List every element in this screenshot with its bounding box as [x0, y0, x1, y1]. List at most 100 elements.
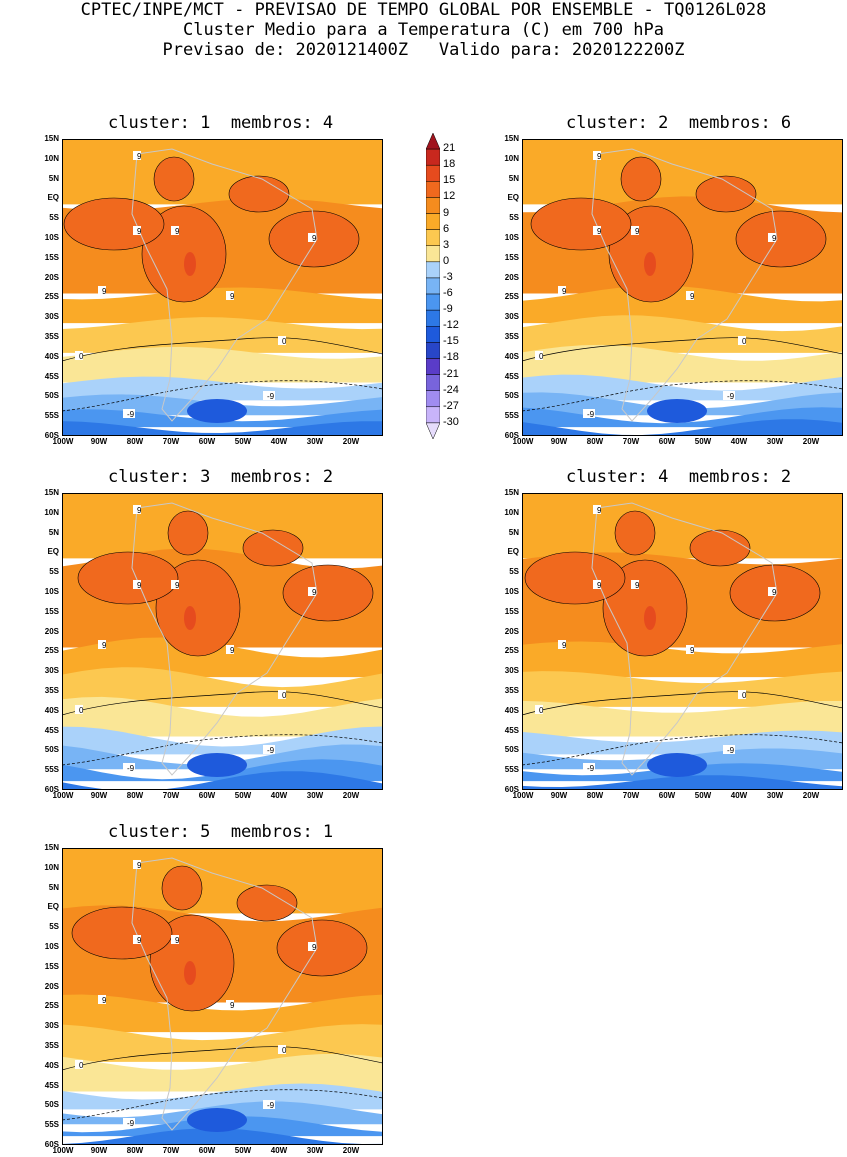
longitude-label: 70W — [162, 1146, 180, 1155]
contour-label: 9 — [593, 505, 602, 515]
latitude-label: 35S — [44, 686, 59, 695]
svg-text:9: 9 — [772, 588, 777, 597]
contour-label: 9 — [98, 286, 107, 296]
contour-label: 9 — [226, 291, 235, 301]
latitude-label: 10N — [44, 862, 59, 872]
longitude-label: 90W — [90, 1146, 108, 1155]
longitude-label: 90W — [90, 437, 108, 446]
map-frame — [522, 139, 843, 436]
longitude-label: 50W — [234, 1146, 252, 1155]
contour-label: -9 — [123, 1118, 135, 1128]
panel-title: cluster: 3 membros: 2 — [108, 467, 334, 487]
latitude-label: 25S — [44, 292, 59, 302]
temperature-band — [62, 317, 383, 353]
colorbar-level-label: -21 — [443, 367, 459, 380]
latitude-label: 5S — [49, 213, 59, 223]
latitude-label: 45S — [44, 725, 59, 735]
contour-label: 9 — [593, 226, 602, 236]
longitude-label: 60W — [198, 1146, 216, 1155]
svg-text:-9: -9 — [127, 1119, 135, 1128]
temperature-map-panel: 9 9 9 9 9 9 0 0 -9 -9 — [62, 493, 383, 790]
svg-text:9: 9 — [175, 227, 180, 236]
temperature-band — [62, 1053, 383, 1092]
longitude-label: 30W — [306, 437, 324, 446]
latitude-label: 15N — [44, 488, 59, 497]
contour-label: 0 — [278, 1045, 287, 1055]
contour-label: 9 — [226, 1000, 235, 1010]
colorbar-level-label: -30 — [443, 415, 459, 428]
panel-title: cluster: 5 membros: 1 — [108, 822, 334, 842]
latitude-label: 20S — [44, 272, 59, 282]
panel-title: cluster: 2 membros: 6 — [566, 113, 792, 133]
contour-label: 0 — [278, 690, 287, 700]
contour-label: 0 — [278, 336, 287, 346]
colorbar-level-label: 18 — [443, 158, 456, 171]
latitude-label: 15N — [504, 488, 519, 497]
contour-label: 9 — [133, 505, 142, 515]
longitude-label: 20W — [802, 437, 820, 446]
longitude-label: 50W — [694, 791, 712, 800]
colorbar-swatch — [426, 309, 440, 327]
svg-text:9: 9 — [635, 581, 640, 590]
contour-label: 9 — [308, 233, 317, 243]
latitude-label: 60S — [504, 785, 519, 794]
latitude-label: 15S — [504, 252, 519, 262]
colorbar-swatch — [426, 342, 440, 359]
longitude-label: 40W — [270, 791, 288, 800]
svg-text:9: 9 — [597, 227, 602, 236]
temperature-map-panel: 9 9 9 9 9 9 0 0 -9 -9 — [62, 139, 383, 436]
temperature-band — [62, 1024, 383, 1062]
contour-line-minus-9 — [522, 380, 843, 412]
longitude-label: 20W — [342, 791, 360, 800]
colorbar-swatch — [426, 390, 440, 408]
latitude-label: 20S — [504, 272, 519, 282]
colorbar-level-label: 3 — [443, 238, 450, 251]
header-line-2: Cluster Medio para a Temperatura (C) em … — [182, 20, 665, 40]
colorbar-level-label: 15 — [443, 174, 456, 187]
latitude-label: 15N — [44, 134, 59, 143]
south-america-outline — [591, 502, 778, 776]
colorbar-swatch — [426, 293, 440, 311]
contour-label: 0 — [75, 1060, 84, 1070]
contour-label: 9 — [558, 640, 567, 650]
longitude-label: 100W — [512, 791, 534, 800]
latitude-label: 40S — [44, 351, 59, 361]
latitude-label: 45S — [44, 1080, 59, 1090]
temperature-band — [522, 139, 843, 205]
temperature-band — [62, 637, 383, 678]
latitude-label: 5S — [49, 567, 59, 577]
latitude-label: 20S — [504, 626, 519, 636]
latitude-label: 55S — [44, 411, 59, 421]
latitude-label: 10N — [44, 153, 59, 163]
longitude-label: 20W — [802, 791, 820, 800]
contour-label: 9 — [768, 233, 777, 243]
contour-label: 9 — [686, 291, 695, 301]
longitude-label: 60W — [658, 791, 676, 800]
contour-line-0 — [522, 337, 843, 362]
latitude-label: 25S — [504, 292, 519, 302]
longitude-label: 20W — [342, 1146, 360, 1155]
svg-text:0: 0 — [742, 691, 747, 700]
latitude-label: 15S — [44, 961, 59, 971]
colorbar-level-label: 21 — [443, 142, 456, 155]
contour-label: 9 — [98, 995, 107, 1005]
svg-text:0: 0 — [79, 352, 84, 361]
colorbar-swatch — [426, 229, 440, 246]
contour-label: 9 — [593, 580, 602, 590]
latitude-label: 60S — [44, 431, 59, 440]
colorbar-level-label: -15 — [443, 335, 459, 348]
longitude-label: 90W — [550, 437, 568, 446]
colorbar-level-label: -24 — [443, 383, 459, 396]
contour-label: 9 — [631, 226, 640, 236]
svg-text:9: 9 — [230, 292, 235, 301]
svg-text:9: 9 — [562, 641, 567, 650]
cold-spot — [187, 399, 247, 423]
svg-text:9: 9 — [230, 1001, 235, 1010]
contour-label: -9 — [263, 1100, 275, 1110]
cold-spot — [647, 399, 707, 423]
map-frame — [62, 139, 383, 436]
contour-label: 9 — [171, 226, 180, 236]
temperature-band — [62, 409, 383, 428]
contour-label: 9 — [171, 580, 180, 590]
latitude-label: 60S — [504, 431, 519, 440]
